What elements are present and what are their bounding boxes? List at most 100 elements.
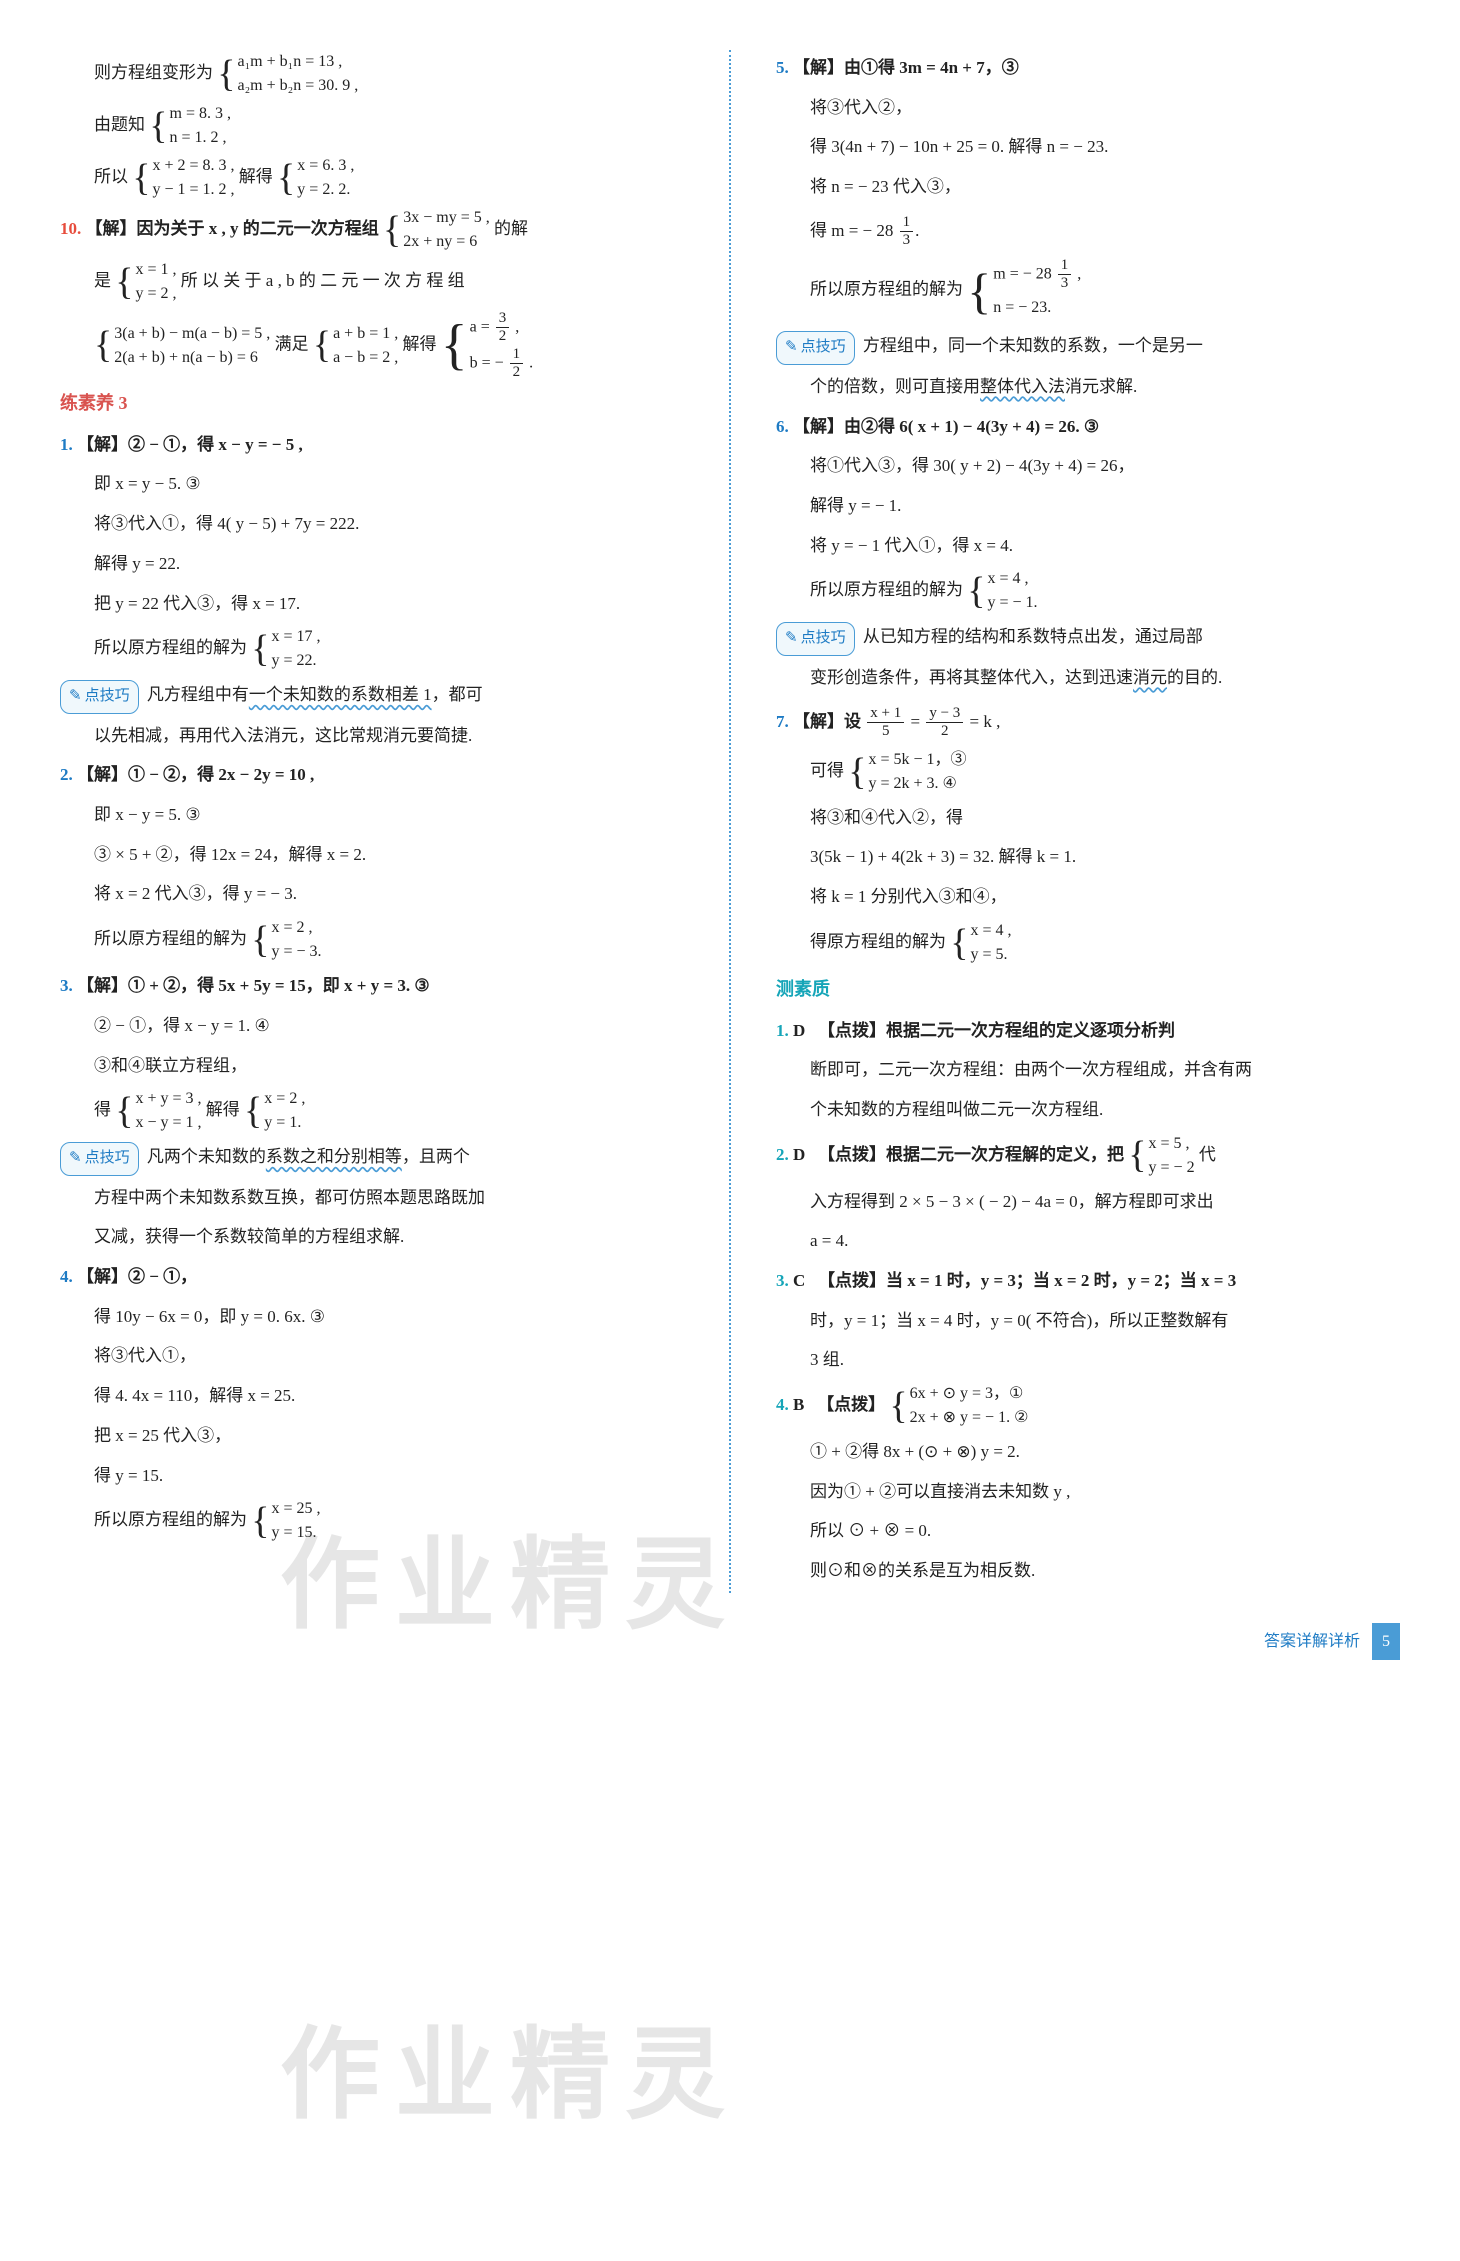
problem-number: 10. xyxy=(60,219,81,238)
text-line: 得 y = 15. xyxy=(60,1458,684,1494)
text: 由题知 xyxy=(94,115,145,134)
text: 得 m = − 28 xyxy=(810,221,893,240)
right-column: 5. 【解】由①得 3m = 4n + 7，③ 将③代入②， 得 3(4n + … xyxy=(776,50,1400,1593)
text-line: 得 m = − 28 13. xyxy=(776,209,1400,253)
page-footer: 答案详解详析 5 xyxy=(60,1623,1400,1661)
text-line: 把 y = 22 代入③，得 x = 17. xyxy=(60,586,684,622)
text: 凡两个未知数的 xyxy=(147,1147,266,1166)
text-line: ② − ①，得 x − y = 1. ④ xyxy=(60,1008,684,1044)
brace-bot: y = − 2 xyxy=(1149,1156,1195,1180)
text-line: 个的倍数，则可直接用整体代入法消元求解. xyxy=(776,369,1400,405)
problem-number: 7. xyxy=(776,712,789,731)
section-heading: 测素质 xyxy=(776,971,1400,1009)
wavy-text: 系数之和分别相等 xyxy=(266,1147,402,1166)
text-line: 得 4. 4x = 110，解得 x = 25. xyxy=(60,1378,684,1414)
footer-label: 答案详解详析 xyxy=(1264,1633,1360,1650)
problem-7: 7. 【解】设 x + 15 = y − 32 = k , xyxy=(776,700,1400,744)
text-line: 又减，获得一个系数较简单的方程组求解. xyxy=(60,1219,684,1255)
answer: D xyxy=(793,1145,805,1164)
text: 解得 xyxy=(206,1100,240,1119)
text-line: 将③代入①，得 4( y − 5) + 7y = 222. xyxy=(60,506,684,542)
brace-top: m = − 28 13 , xyxy=(993,257,1081,293)
brace-top: x = 5k − 1，③ xyxy=(869,748,967,772)
brace-top: x + 2 = 8. 3 , xyxy=(153,154,235,178)
text: 所以原方程组的解为 xyxy=(94,929,247,948)
answer: C xyxy=(793,1271,805,1290)
brace-bot: y = 5. xyxy=(971,943,1012,967)
brace-bot: y = 22. xyxy=(272,649,321,673)
text-line: 将①代入③，得 30( y + 2) − 4(3y + 4) = 26， xyxy=(776,448,1400,484)
text-line: 时，y = 1；当 x = 4 时，y = 0( 不符合)，所以正整数解有 xyxy=(776,1303,1400,1339)
text: 所 以 关 于 a , b 的 二 元 一 次 方 程 组 xyxy=(181,271,465,290)
brace-bot: x − y = 1 , xyxy=(136,1111,202,1135)
content-columns: 则方程组变形为 { a₁m + b₁n = 13 , a₂m + b₂n = 3… xyxy=(60,50,1400,1593)
text: 可得 xyxy=(810,761,844,780)
text-line: 入方程得到 2 × 5 − 3 × ( − 2) − 4a = 0，解方程即可求… xyxy=(776,1184,1400,1220)
text-line: 即 x − y = 5. ③ xyxy=(60,797,684,833)
problem-number: 1. xyxy=(776,1021,789,1040)
test-3: 3. C 【点拨】当 x = 1 时，y = 3；当 x = 2 时，y = 2… xyxy=(776,1263,1400,1299)
brace-bot: b = − 12 . xyxy=(470,346,534,382)
text: 解得 xyxy=(402,334,436,353)
brace-top: 3(a + b) − m(a − b) = 5 , xyxy=(114,322,270,346)
brace-top: a + b = 1 , xyxy=(333,322,398,346)
brace-bot: n = − 23. xyxy=(993,292,1081,324)
tip-icon: ✎点技巧 xyxy=(60,680,139,714)
text: ，都可 xyxy=(432,685,483,704)
text: 变形创造条件，再将其整体代入，达到迅速 xyxy=(810,668,1133,687)
brace-top: x = 25 , xyxy=(272,1497,321,1521)
problem-number: 2. xyxy=(60,765,73,784)
brace-bot: 2x + ny = 6 xyxy=(403,230,490,254)
text-line: 所以 { x + 2 = 8. 3 , y − 1 = 1. 2 , 解得 { … xyxy=(60,154,684,202)
brace-top: m = 8. 3 , xyxy=(170,102,231,126)
text-line: 由题知 { m = 8. 3 , n = 1. 2 , xyxy=(60,102,684,150)
brace-bot: a₂m + b₂n = 30. 9 , xyxy=(238,74,359,98)
text-line: 所以原方程组的解为 { x = 25 , y = 15. xyxy=(60,1497,684,1545)
text: 【解】因为关于 x , y 的二元一次方程组 xyxy=(86,219,379,238)
brace-top: 3x − my = 5 , xyxy=(403,206,490,230)
tip-icon: ✎点技巧 xyxy=(776,622,855,656)
brace-bot: y = 2. 2. xyxy=(297,178,354,202)
text-line: ① + ②得 8x + (⊙ + ⊗) y = 2. xyxy=(776,1434,1400,1470)
brace-top: x = 4 , xyxy=(971,919,1012,943)
text-line: 将 x = 2 代入③，得 y = − 3. xyxy=(60,876,684,912)
text-line: 因为① + ②可以直接消去未知数 y , xyxy=(776,1474,1400,1510)
text: 【解】由①得 3m = 4n + 7，③ xyxy=(793,58,1019,77)
brace-top: x + y = 3 , xyxy=(136,1087,202,1111)
text: 解得 xyxy=(239,167,273,186)
text-line: 将 n = − 23 代入③， xyxy=(776,169,1400,205)
text: 的目的. xyxy=(1167,668,1222,687)
test-2: 2. D 【点拨】根据二元一次方程解的定义，把 { x = 5 , y = − … xyxy=(776,1132,1400,1180)
text: 的解 xyxy=(494,219,528,238)
text-line: 3 组. xyxy=(776,1342,1400,1378)
text-line: 以先相减，再用代入法消元，这比常规消元要简捷. xyxy=(60,718,684,754)
left-column: 则方程组变形为 { a₁m + b₁n = 13 , a₂m + b₂n = 3… xyxy=(60,50,684,1593)
text-line: 把 x = 25 代入③， xyxy=(60,1418,684,1454)
text: 得原方程组的解为 xyxy=(810,932,946,951)
brace-top: x = 6. 3 , xyxy=(297,154,354,178)
text-line: 将 k = 1 分别代入③和④， xyxy=(776,879,1400,915)
text: = xyxy=(910,712,924,731)
text: 所以原方程组的解为 xyxy=(810,580,963,599)
text: 【点拨】根据二元一次方程组的定义逐项分析判 xyxy=(818,1021,1175,1040)
brace-bot: y = − 3. xyxy=(272,940,322,964)
wavy-text: 消元 xyxy=(1133,668,1167,687)
text-line: 解得 y = − 1. xyxy=(776,488,1400,524)
text: 个的倍数，则可直接用 xyxy=(810,377,980,396)
text: 得 xyxy=(94,1100,111,1119)
problem-4: 4. 【解】② − ①， xyxy=(60,1259,684,1295)
test-4: 4. B 【点拨】 { 6x + ⊙ y = 3，① 2x + ⊗ y = − … xyxy=(776,1382,1400,1430)
text: 【点拨】根据二元一次方程解的定义，把 xyxy=(818,1145,1124,1164)
text-line: 将③代入②， xyxy=(776,90,1400,126)
text: 【点拨】当 x = 1 时，y = 3；当 x = 2 时，y = 2；当 x … xyxy=(818,1271,1236,1290)
text: 【解】由②得 6( x + 1) − 4(3y + 4) = 26. ③ xyxy=(793,417,1099,436)
text-line: 3(5k − 1) + 4(2k + 3) = 32. 解得 k = 1. xyxy=(776,839,1400,875)
section-heading: 练素养 3 xyxy=(60,385,684,423)
text-line: 断即可，二元一次方程组：由两个一次方程组成，并含有两 xyxy=(776,1052,1400,1088)
brace-bot: y = 15. xyxy=(272,1521,321,1545)
text-line: 将③和④代入②，得 xyxy=(776,800,1400,836)
text-line: 即 x = y − 5. ③ xyxy=(60,466,684,502)
text: 所以原方程组的解为 xyxy=(810,280,963,299)
text-line: 所以原方程组的解为 { x = 4 , y = − 1. xyxy=(776,567,1400,615)
text-line: a = 4. xyxy=(776,1223,1400,1259)
